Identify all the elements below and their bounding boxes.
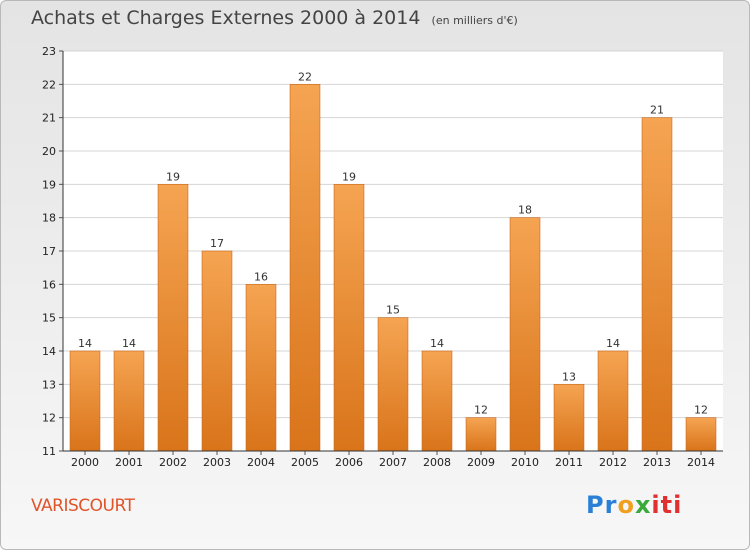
x-tick-label: 2006 — [335, 456, 363, 469]
logo-part-3: x — [634, 491, 652, 519]
bar-value-label: 19 — [342, 170, 356, 183]
x-tick-label: 2009 — [467, 456, 495, 469]
y-tick-label: 16 — [42, 278, 56, 291]
x-tick-label: 2005 — [291, 456, 319, 469]
x-tick-label: 2011 — [555, 456, 583, 469]
bar-value-label: 14 — [430, 337, 444, 350]
bar — [509, 217, 541, 452]
unit-text: (en milliers d'€) — [431, 14, 518, 27]
proxiti-logo: Proxiti — [586, 491, 682, 519]
bar-value-label: 19 — [166, 170, 180, 183]
y-tick-label: 13 — [42, 378, 56, 391]
y-tick-label: 19 — [42, 178, 56, 191]
chart-title: Achats et Charges Externes 2000 à 2014 (… — [31, 7, 518, 29]
logo-part-4: iti — [651, 491, 683, 519]
x-tick-label: 2008 — [423, 456, 451, 469]
x-tick-label: 2003 — [203, 456, 231, 469]
commune-name: VARISCOURT — [31, 496, 135, 516]
y-tick-label: 14 — [42, 345, 56, 358]
bar — [641, 117, 673, 452]
bar — [685, 417, 717, 452]
bar-value-label: 21 — [650, 104, 664, 117]
y-tick-label: 11 — [42, 445, 56, 458]
y-tick-label: 20 — [42, 145, 56, 158]
x-tick-label: 2010 — [511, 456, 539, 469]
y-tick-label: 12 — [42, 412, 56, 425]
x-tick-label: 2012 — [599, 456, 627, 469]
bar — [157, 184, 189, 452]
y-tick-label: 18 — [42, 212, 56, 225]
x-tick-label: 2001 — [115, 456, 143, 469]
bar — [333, 184, 365, 452]
x-tick-label: 2000 — [71, 456, 99, 469]
x-tick-label: 2013 — [643, 456, 671, 469]
bar-value-label: 12 — [474, 404, 488, 417]
bar-value-label: 16 — [254, 270, 268, 283]
bar-value-label: 18 — [518, 204, 532, 217]
y-tick-label: 22 — [42, 78, 56, 91]
bar-value-label: 22 — [298, 70, 312, 83]
bar — [553, 384, 585, 452]
bar-value-label: 14 — [122, 337, 136, 350]
x-tick-label: 2002 — [159, 456, 187, 469]
title-text: Achats et Charges Externes 2000 à 2014 — [31, 7, 421, 29]
bar — [113, 350, 145, 452]
y-tick-label: 15 — [42, 312, 56, 325]
bar — [201, 250, 233, 452]
bar — [421, 350, 453, 452]
bar — [69, 350, 101, 452]
x-tick-label: 2004 — [247, 456, 275, 469]
logo-part-2: o — [617, 491, 635, 519]
bar-value-label: 15 — [386, 304, 400, 317]
bar — [377, 317, 409, 452]
y-tick-label: 17 — [42, 245, 56, 258]
bar — [245, 284, 277, 452]
bar-value-label: 12 — [694, 404, 708, 417]
x-tick-label: 2014 — [687, 456, 715, 469]
bar — [289, 84, 321, 452]
bar — [597, 350, 629, 452]
bar-value-label: 13 — [562, 370, 576, 383]
bar-value-label: 14 — [78, 337, 92, 350]
bar-value-label: 17 — [210, 237, 224, 250]
bar-value-label: 14 — [606, 337, 620, 350]
y-tick-label: 23 — [42, 45, 56, 58]
x-tick-label: 2007 — [379, 456, 407, 469]
bar — [465, 417, 497, 452]
y-tick-label: 21 — [42, 112, 56, 125]
logo-part-1: Pr — [586, 491, 618, 519]
